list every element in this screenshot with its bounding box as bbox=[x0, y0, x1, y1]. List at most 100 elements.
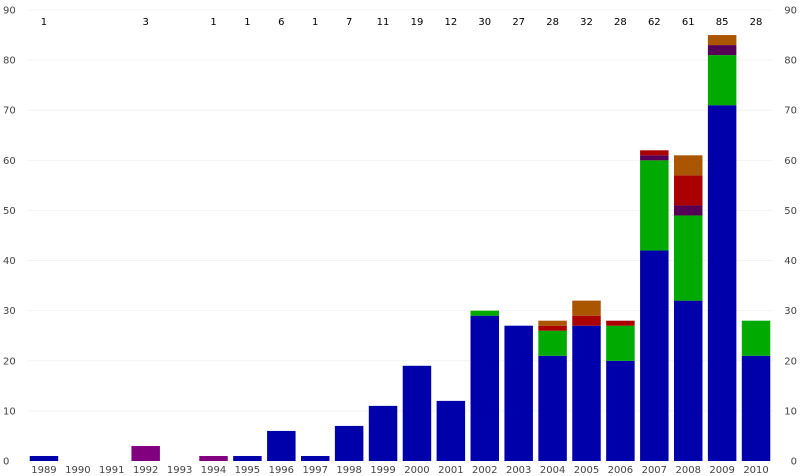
bar-segment-2001-series-1 bbox=[436, 400, 466, 461]
bar-segment-2005-series-1 bbox=[572, 325, 601, 461]
bar-segment-2009-series-6 bbox=[707, 35, 737, 46]
bar-segment-2007-series-2 bbox=[640, 160, 669, 251]
x-tick-label: 2002 bbox=[472, 465, 497, 476]
y-tick-label-left: 20 bbox=[3, 356, 16, 367]
bar-segment-1992-series-3 bbox=[131, 445, 160, 461]
y-tick-label-right: 30 bbox=[784, 306, 797, 317]
x-tick-label: 2001 bbox=[438, 465, 463, 476]
x-tick-label: 2003 bbox=[506, 465, 531, 476]
bar-segment-2004-series-5 bbox=[538, 325, 567, 331]
x-tick-label: 1997 bbox=[303, 465, 328, 476]
bar-segment-2009-series-1 bbox=[707, 105, 737, 462]
bar-segment-2000-series-1 bbox=[402, 365, 432, 461]
bar-segment-1994-series-3 bbox=[199, 455, 228, 461]
y-tick-label-right: 80 bbox=[784, 56, 797, 67]
bar-segment-2004-series-2 bbox=[538, 330, 567, 356]
y-tick-label-right: 0 bbox=[791, 457, 797, 468]
total-label: 7 bbox=[346, 17, 352, 28]
bar-segment-2008-series-6 bbox=[673, 155, 703, 176]
x-tick-label: 2005 bbox=[574, 465, 599, 476]
bar-segment-2006-series-5 bbox=[606, 320, 635, 326]
total-label: 1 bbox=[41, 17, 47, 28]
x-tick-label: 2000 bbox=[404, 465, 429, 476]
y-tick-label-right: 50 bbox=[784, 206, 797, 217]
bar-segment-2010-series-1 bbox=[741, 355, 771, 461]
y-tick-label-right: 70 bbox=[784, 106, 797, 117]
y-tick-label-left: 80 bbox=[3, 56, 16, 67]
y-tick-label-right: 60 bbox=[784, 156, 797, 167]
bar-segment-2008-series-1 bbox=[673, 300, 703, 461]
total-label: 3 bbox=[142, 17, 148, 28]
total-label: 1 bbox=[210, 17, 216, 28]
x-tick-label: 2007 bbox=[642, 465, 667, 476]
bar-segment-2002-series-2 bbox=[470, 310, 500, 316]
x-tick-label: 1990 bbox=[65, 465, 90, 476]
bar-segment-1999-series-1 bbox=[368, 405, 398, 461]
total-label: 85 bbox=[716, 17, 729, 28]
x-tick-label: 1989 bbox=[31, 465, 56, 476]
total-label: 61 bbox=[682, 17, 695, 28]
y-axis-right: 0 10 20 30 40 50 60 70 80 90 bbox=[784, 6, 797, 468]
bar-segment-2004-series-1 bbox=[538, 355, 567, 461]
bar-segment-2007-series-5 bbox=[640, 150, 669, 156]
y-tick-label-left: 40 bbox=[3, 256, 16, 267]
y-tick-label-left: 10 bbox=[3, 406, 16, 417]
bar-segment-2005-series-5 bbox=[572, 315, 601, 326]
y-tick-label-right: 20 bbox=[784, 356, 797, 367]
total-label: 62 bbox=[648, 17, 661, 28]
y-tick-label-left: 90 bbox=[3, 6, 16, 17]
y-tick-label-left: 70 bbox=[3, 106, 16, 117]
total-label: 28 bbox=[750, 17, 763, 28]
bar-segment-2008-series-5 bbox=[673, 175, 703, 206]
y-tick-label-left: 60 bbox=[3, 156, 16, 167]
total-label: 27 bbox=[512, 17, 525, 28]
y-tick-label-left: 0 bbox=[3, 457, 9, 468]
total-labels: 1 3 1 1 6 1 7 11 19 12 30 27 28 32 28 62 61 85 28 bbox=[41, 17, 763, 28]
total-label: 11 bbox=[377, 17, 390, 28]
x-tick-label: 2009 bbox=[709, 465, 734, 476]
x-tick-label: 1995 bbox=[235, 465, 260, 476]
x-axis: 1989 1990 1991 1992 1993 1994 1995 1996 1997 1998… bbox=[31, 465, 769, 476]
total-label: 19 bbox=[411, 17, 424, 28]
bar-segment-2009-series-2 bbox=[707, 55, 737, 106]
bar-segment-1997-series-1 bbox=[300, 455, 330, 461]
x-tick-label: 1996 bbox=[269, 465, 294, 476]
y-tick-label-right: 90 bbox=[784, 6, 797, 17]
bar-segment-2006-series-1 bbox=[606, 360, 635, 461]
x-tick-label: 2004 bbox=[540, 465, 565, 476]
total-label: 6 bbox=[278, 17, 284, 28]
x-tick-label: 2008 bbox=[676, 465, 701, 476]
x-tick-label: 1999 bbox=[370, 465, 395, 476]
bar-segment-2007-series-4 bbox=[640, 155, 669, 161]
x-tick-label: 1994 bbox=[201, 465, 226, 476]
x-tick-label: 1998 bbox=[336, 465, 361, 476]
bar-segment-2004-series-6 bbox=[538, 320, 567, 326]
bar-segment-2008-series-4 bbox=[673, 205, 703, 216]
bar-segment-2009-series-4 bbox=[707, 45, 737, 56]
x-tick-label: 1993 bbox=[167, 465, 192, 476]
x-tick-label: 2010 bbox=[743, 465, 768, 476]
bar-segment-2008-series-2 bbox=[673, 215, 703, 301]
bar-segment-1989-series-1 bbox=[29, 455, 59, 461]
grid bbox=[27, 9, 773, 412]
bar-segment-1996-series-1 bbox=[267, 430, 296, 461]
x-tick-label: 1991 bbox=[99, 465, 124, 476]
total-label: 32 bbox=[580, 17, 593, 28]
x-tick-label: 1992 bbox=[133, 465, 158, 476]
bar-segment-2010-series-2 bbox=[741, 320, 771, 356]
bar-segment-2005-series-6 bbox=[572, 300, 601, 316]
bar-segment-2007-series-1 bbox=[640, 250, 669, 461]
y-tick-label-left: 50 bbox=[3, 206, 16, 217]
bars bbox=[29, 35, 771, 462]
bar-segment-2002-series-1 bbox=[470, 315, 500, 461]
y-tick-label-right: 40 bbox=[784, 256, 797, 267]
y-tick-label-right: 10 bbox=[784, 406, 797, 417]
total-label: 28 bbox=[546, 17, 559, 28]
total-label: 12 bbox=[444, 17, 457, 28]
bar-segment-2003-series-1 bbox=[504, 325, 533, 461]
x-tick-label: 2006 bbox=[608, 465, 633, 476]
bar-segment-1995-series-1 bbox=[233, 455, 262, 461]
y-axis-left: 0 10 20 30 40 50 60 70 80 90 bbox=[3, 6, 16, 468]
y-tick-label-left: 30 bbox=[3, 306, 16, 317]
